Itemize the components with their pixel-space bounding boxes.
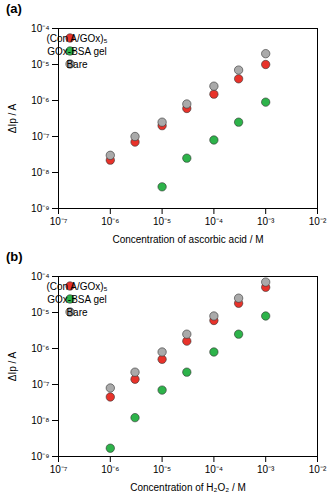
svg-text:(Con A/GOx)₅: (Con A/GOx)₅ — [46, 281, 107, 292]
svg-text:10⁻⁷: 10⁻⁷ — [32, 379, 50, 390]
svg-text:ΔIp / A: ΔIp / A — [7, 351, 18, 381]
svg-text:10⁻²: 10⁻² — [309, 464, 327, 475]
svg-text:10⁻⁴: 10⁻⁴ — [205, 216, 223, 227]
svg-text:10⁻⁷: 10⁻⁷ — [50, 464, 68, 475]
svg-text:10⁻⁶: 10⁻⁶ — [101, 464, 119, 475]
svg-text:Concentration of H₂O₂ / M: Concentration of H₂O₂ / M — [130, 482, 246, 493]
svg-text:10⁻³: 10⁻³ — [257, 216, 275, 227]
svg-text:10⁻⁶: 10⁻⁶ — [101, 216, 119, 227]
svg-text:10⁻⁶: 10⁻⁶ — [31, 343, 49, 354]
svg-text:10⁻²: 10⁻² — [309, 216, 327, 227]
html-text:(a): (a) — [6, 1, 22, 16]
svg-text:ΔIp / A: ΔIp / A — [7, 103, 18, 133]
svg-text:Bare: Bare — [66, 307, 88, 318]
html-text:(b): (b) — [6, 249, 23, 264]
svg-text:10⁻⁹: 10⁻⁹ — [31, 203, 49, 214]
svg-text:10⁻⁴: 10⁻⁴ — [205, 464, 223, 475]
svg-text:10⁻⁵: 10⁻⁵ — [31, 59, 49, 70]
svg-text:10⁻⁷: 10⁻⁷ — [32, 131, 50, 142]
svg-text:10⁻⁶: 10⁻⁶ — [31, 95, 49, 106]
svg-text:10⁻⁹: 10⁻⁹ — [31, 451, 49, 462]
svg-text:10⁻⁵: 10⁻⁵ — [153, 216, 171, 227]
svg-text:10⁻⁵: 10⁻⁵ — [31, 307, 49, 318]
svg-text:10⁻⁸: 10⁻⁸ — [31, 415, 49, 426]
svg-text:10⁻⁵: 10⁻⁵ — [153, 464, 171, 475]
svg-text:10⁻⁴: 10⁻⁴ — [31, 270, 50, 282]
svg-text:GOx-BSA gel: GOx-BSA gel — [47, 46, 106, 57]
svg-text:Bare: Bare — [66, 59, 88, 70]
svg-text:(Con A/GOx)₅: (Con A/GOx)₅ — [46, 33, 107, 44]
svg-text:GOx-BSA gel: GOx-BSA gel — [47, 294, 106, 305]
svg-text:10⁻⁸: 10⁻⁸ — [31, 167, 49, 178]
svg-text:10⁻³: 10⁻³ — [257, 464, 275, 475]
svg-text:Concentration of ascorbic acid: Concentration of ascorbic acid / M — [112, 234, 263, 245]
svg-text:10⁻⁴: 10⁻⁴ — [31, 22, 50, 34]
svg-text:10⁻⁷: 10⁻⁷ — [50, 216, 68, 227]
